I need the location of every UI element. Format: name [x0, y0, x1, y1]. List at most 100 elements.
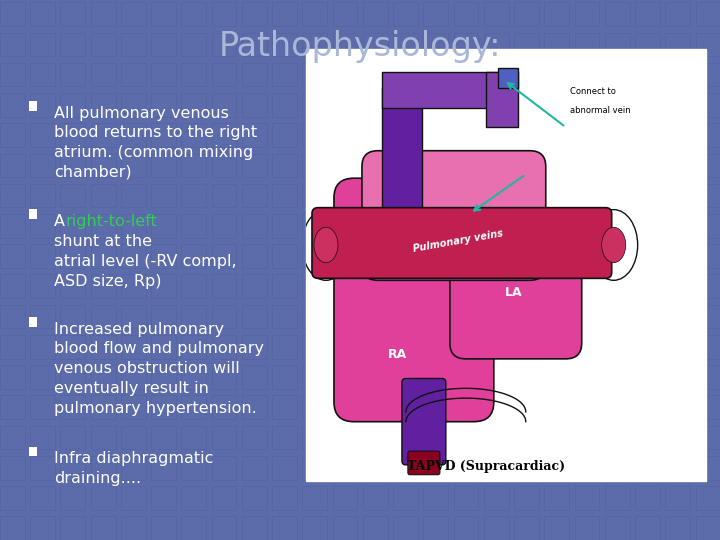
Bar [544, 184, 569, 207]
Bar [272, 456, 297, 480]
Bar [212, 184, 236, 207]
Bar [696, 486, 720, 510]
Bar [454, 63, 478, 86]
Bar [302, 274, 327, 298]
Bar [272, 244, 297, 268]
Bar [544, 32, 569, 56]
Ellipse shape [602, 227, 626, 262]
Bar [363, 516, 387, 540]
Bar [181, 244, 206, 268]
Bar [575, 123, 599, 147]
Bar [423, 305, 448, 328]
Bar [151, 395, 176, 419]
Bar [121, 456, 145, 480]
Bar [30, 32, 55, 56]
Bar [393, 365, 418, 389]
Bar [635, 2, 660, 26]
Bar [665, 335, 690, 359]
Bar [575, 274, 599, 298]
Bar [91, 305, 115, 328]
Bar [635, 365, 660, 389]
Bar [665, 395, 690, 419]
Bar [484, 305, 508, 328]
Bar [151, 63, 176, 86]
Bar [605, 63, 629, 86]
Bar [0, 93, 24, 117]
Bar [605, 456, 629, 480]
Bar [91, 2, 115, 26]
Bar [333, 305, 357, 328]
Bar [696, 395, 720, 419]
Bar [30, 214, 55, 238]
Bar [393, 426, 418, 449]
Bar [514, 32, 539, 56]
Bar [242, 516, 266, 540]
Bar [302, 516, 327, 540]
Bar [363, 214, 387, 238]
Bar [91, 335, 115, 359]
Bar [121, 426, 145, 449]
Bar [151, 516, 176, 540]
Bar [544, 426, 569, 449]
Bar [302, 426, 327, 449]
Bar [212, 456, 236, 480]
Bar [665, 123, 690, 147]
Bar [575, 426, 599, 449]
Bar [393, 32, 418, 56]
Bar [60, 244, 85, 268]
Bar [514, 244, 539, 268]
Bar [454, 305, 478, 328]
Bar [30, 63, 55, 86]
Bar [30, 244, 55, 268]
Bar [635, 93, 660, 117]
Bar [212, 395, 236, 419]
Bar [151, 123, 176, 147]
Bar [91, 93, 115, 117]
Bar [665, 153, 690, 177]
Bar [181, 335, 206, 359]
Bar [696, 93, 720, 117]
Bar [605, 486, 629, 510]
Bar [151, 93, 176, 117]
Bar [272, 123, 297, 147]
Bar [0, 426, 24, 449]
Bar [181, 456, 206, 480]
Bar [91, 426, 115, 449]
Text: LA: LA [505, 286, 523, 299]
Bar [635, 214, 660, 238]
Bar [696, 244, 720, 268]
Bar [29, 101, 37, 111]
Bar [484, 32, 508, 56]
Bar [605, 32, 629, 56]
Bar [514, 214, 539, 238]
Bar [454, 123, 478, 147]
Bar [272, 305, 297, 328]
Bar [272, 32, 297, 56]
Bar [60, 335, 85, 359]
Text: All pulmonary venous
blood returns to the right
atrium. (common mixing
chamber): All pulmonary venous blood returns to th… [54, 105, 257, 180]
Bar [635, 274, 660, 298]
Bar [635, 456, 660, 480]
Bar [91, 274, 115, 298]
Bar [30, 123, 55, 147]
Bar [181, 93, 206, 117]
Bar [665, 244, 690, 268]
Bar [605, 153, 629, 177]
Bar [393, 93, 418, 117]
Bar [605, 305, 629, 328]
Bar [575, 365, 599, 389]
Bar [0, 456, 24, 480]
Bar [181, 214, 206, 238]
Bar [30, 426, 55, 449]
Bar [635, 486, 660, 510]
Text: Connect to: Connect to [570, 87, 616, 96]
Bar [484, 123, 508, 147]
Bar [242, 335, 266, 359]
Bar [423, 274, 448, 298]
Bar [30, 486, 55, 510]
Bar [333, 214, 357, 238]
Bar [454, 274, 478, 298]
Bar [181, 516, 206, 540]
Bar [302, 153, 327, 177]
Bar [333, 335, 357, 359]
